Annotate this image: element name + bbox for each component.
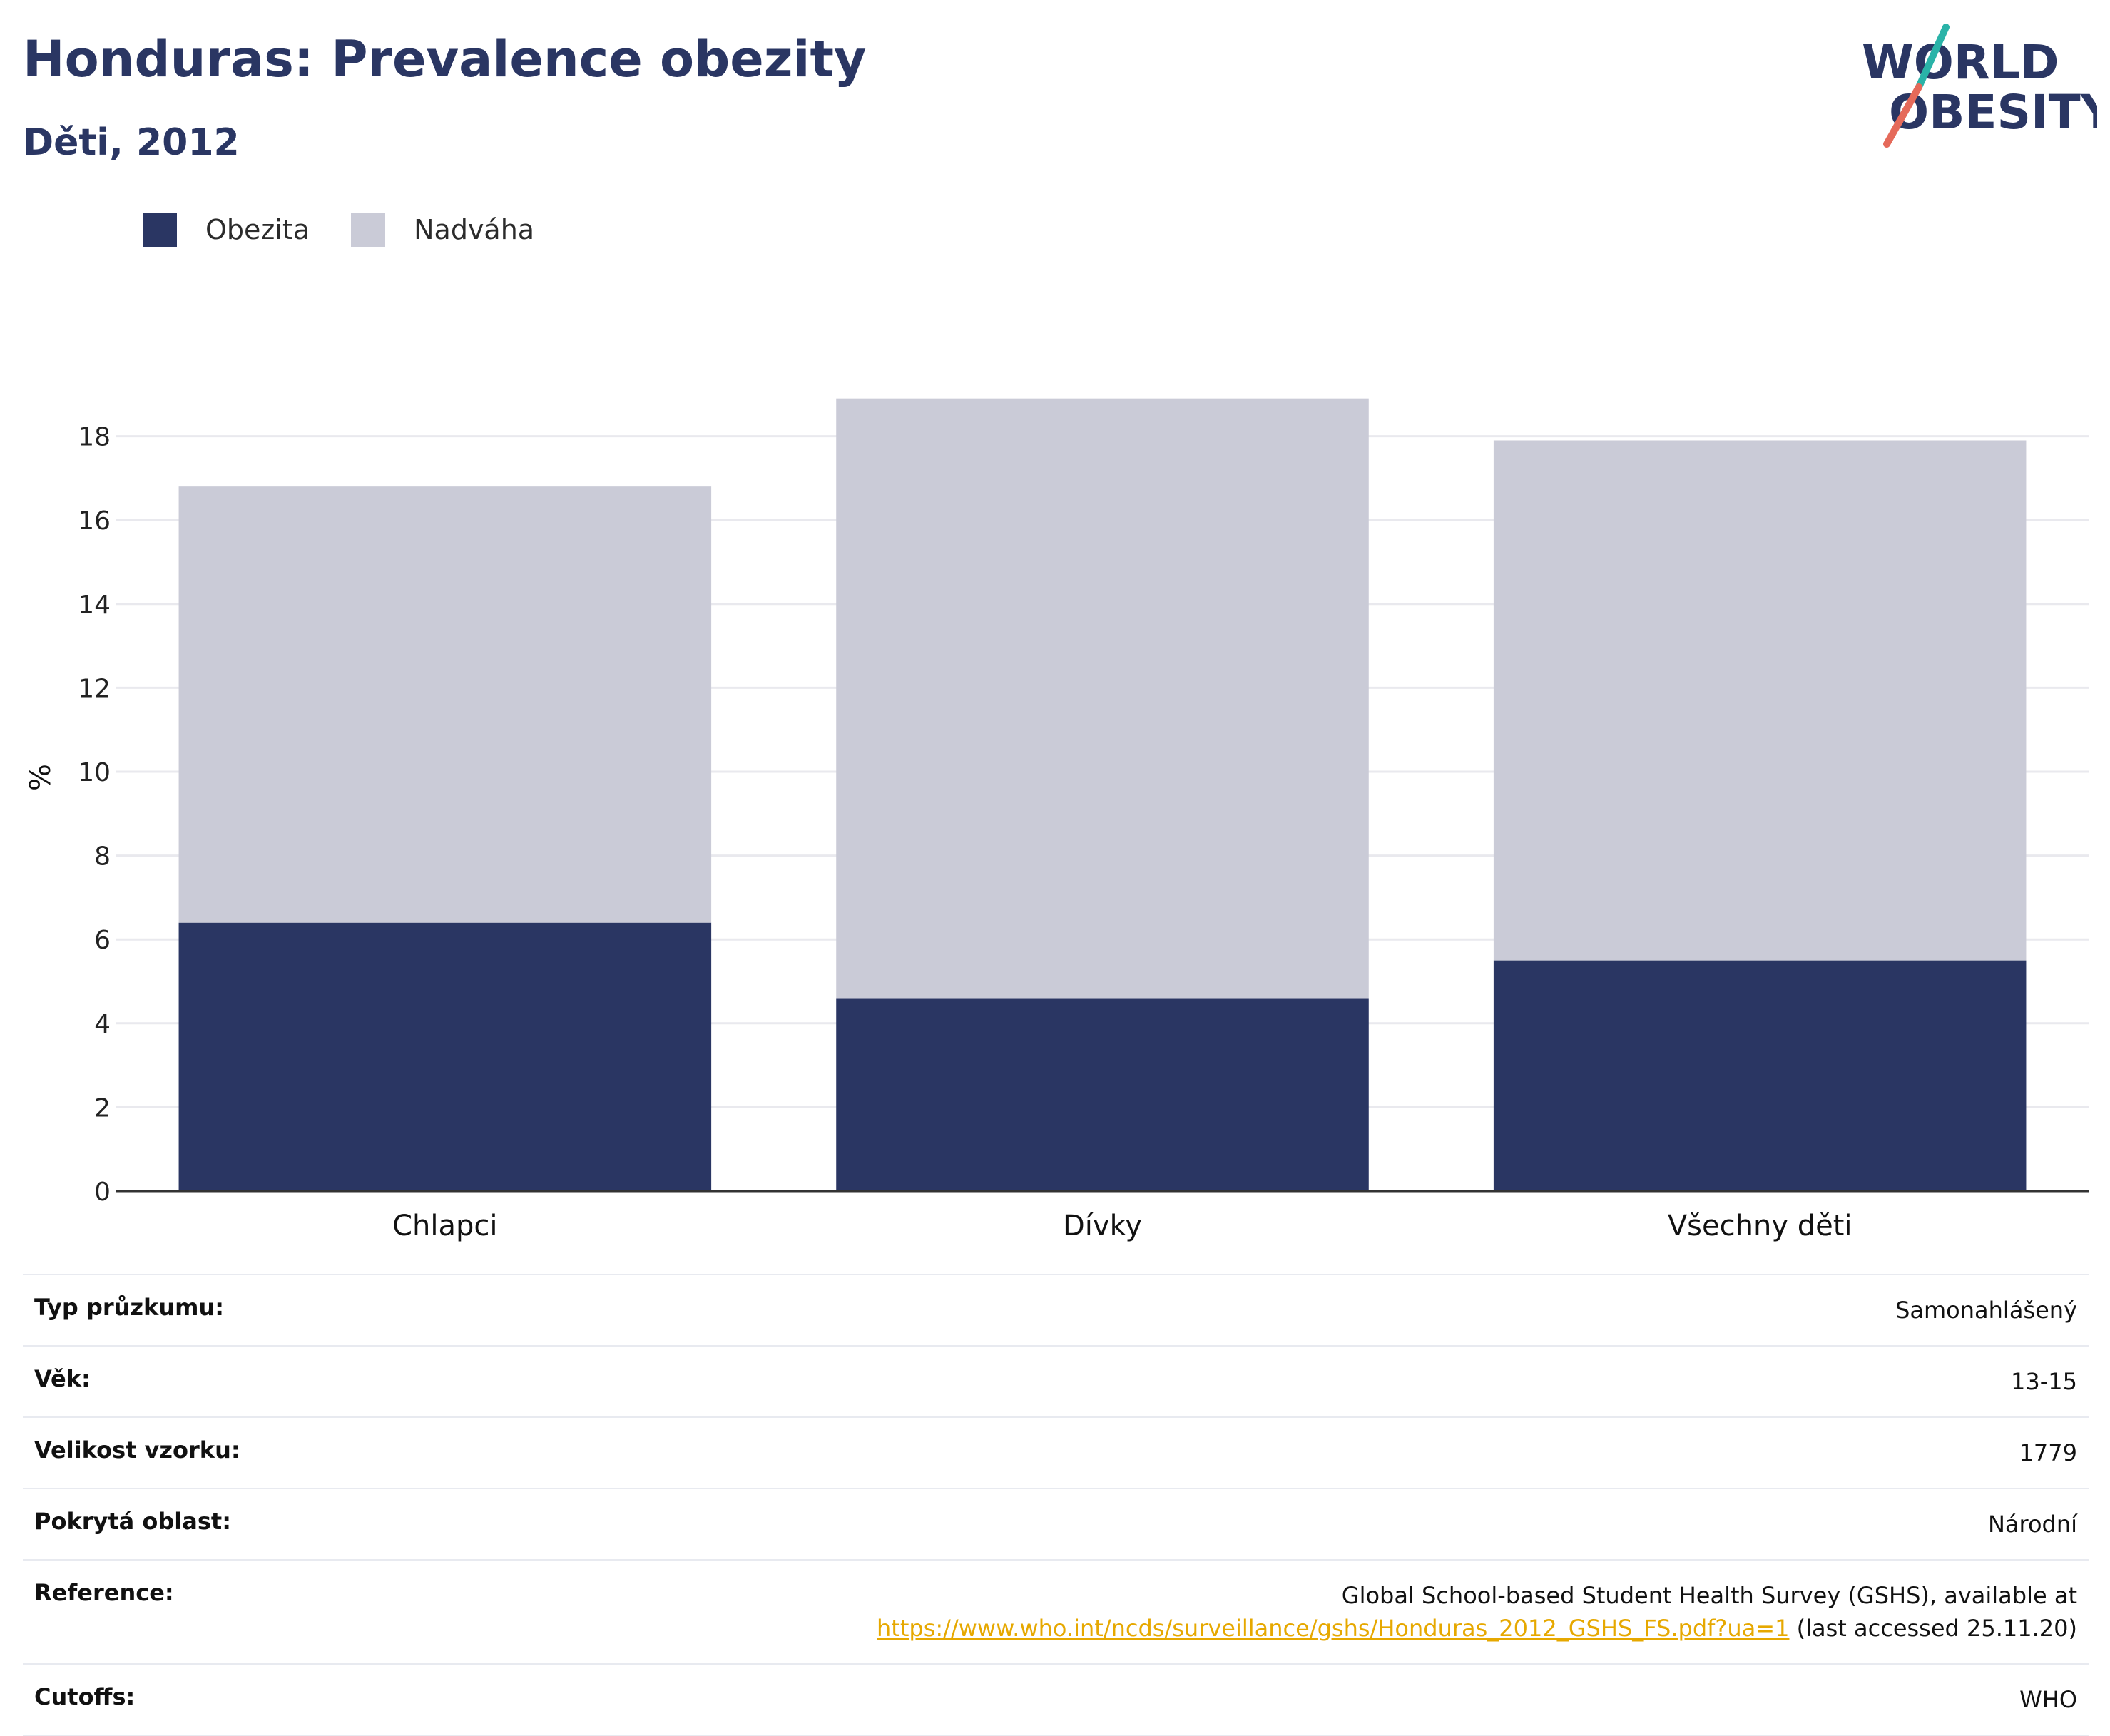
- info-row-sample-size: Velikost vzorku: 1779: [23, 1416, 2089, 1488]
- reference-text: Global School-based Student Health Surve…: [1341, 1582, 2077, 1609]
- x-category-label: Chlapci: [392, 1210, 497, 1242]
- legend-item-obesity[interactable]: Obezita: [143, 213, 310, 247]
- y-axis-title: %: [24, 764, 57, 791]
- logo-slash-coral: [1883, 83, 1922, 148]
- info-label: Reference:: [34, 1579, 174, 1606]
- info-label: Velikost vzorku:: [34, 1436, 240, 1464]
- logo-slash-teal: [1915, 24, 1950, 91]
- logo-line-1: WORLD: [1862, 35, 2059, 90]
- chart-title: Honduras: Prevalence obezity: [23, 30, 867, 88]
- reference-link[interactable]: https://www.who.int/ncds/surveillance/gs…: [877, 1615, 1790, 1642]
- bar-overweight: [836, 398, 1369, 999]
- y-tick-label: 12: [78, 674, 111, 703]
- info-value: Národní: [1987, 1511, 2077, 1538]
- info-label: Pokrytá oblast:: [34, 1508, 231, 1535]
- info-value: 1779: [2019, 1439, 2077, 1466]
- info-label: Typ průzkumu:: [34, 1294, 225, 1321]
- y-tick-label: 6: [94, 926, 111, 955]
- bar-obesity: [836, 998, 1369, 1191]
- legend-swatch-overweight: [351, 213, 386, 247]
- info-value: WHO: [2019, 1686, 2077, 1713]
- info-row-survey-type: Typ průzkumu: Samonahlášený: [23, 1274, 2089, 1345]
- legend-swatch-obesity: [143, 213, 177, 247]
- info-value: Samonahlášený: [1895, 1297, 2077, 1324]
- x-category-label: Dívky: [1063, 1210, 1142, 1242]
- info-row-age: Věk: 13-15: [23, 1345, 2089, 1416]
- y-tick-label: 2: [94, 1093, 111, 1123]
- survey-info-table: Typ průzkumu: Samonahlášený Věk: 13-15 V…: [23, 1274, 2089, 1736]
- legend-item-overweight[interactable]: Nadváha: [351, 213, 534, 247]
- bar-chart: 0 2 4 6 8 10 12 14 16 18% Chlapci Dívky Všechny děti: [24, 398, 2089, 1242]
- y-tick-label: 16: [78, 506, 111, 536]
- reference-suffix: (last accessed 25.11.20): [1789, 1615, 2077, 1642]
- legend-label-overweight: Nadváha: [414, 214, 535, 245]
- y-tick-label: 4: [94, 1010, 111, 1039]
- info-row-reference: Reference: Global School-based Student H…: [23, 1559, 2089, 1663]
- bar-obesity: [178, 922, 712, 1191]
- bar-obesity: [1493, 960, 2027, 1191]
- y-tick-label: 18: [78, 423, 111, 452]
- y-tick-label: 10: [78, 758, 111, 787]
- info-label: Věk:: [34, 1365, 91, 1392]
- chart-subtitle: Děti, 2012: [23, 121, 240, 164]
- info-value: 13-15: [2011, 1368, 2077, 1395]
- y-tick-label: 0: [94, 1178, 111, 1207]
- y-tick-label: 14: [78, 591, 111, 620]
- bar-overweight: [1493, 440, 2027, 961]
- y-tick-label: 8: [94, 842, 111, 872]
- info-row-coverage: Pokrytá oblast: Národní: [23, 1488, 2089, 1559]
- bar-overweight: [178, 486, 712, 923]
- legend-label-obesity: Obezita: [205, 214, 310, 245]
- info-row-cutoffs: Cutoffs: WHO: [23, 1663, 2089, 1736]
- chart-legend: Obezita Nadváha: [143, 213, 576, 247]
- logo-line-2: OBESITY: [1889, 85, 2097, 140]
- world-obesity-logo: WORLD OBESITY: [1862, 24, 2097, 148]
- x-category-label: Všechny děti: [1668, 1210, 1852, 1242]
- reference-value: Global School-based Student Health Surve…: [877, 1579, 2077, 1645]
- info-label: Cutoffs:: [34, 1683, 136, 1710]
